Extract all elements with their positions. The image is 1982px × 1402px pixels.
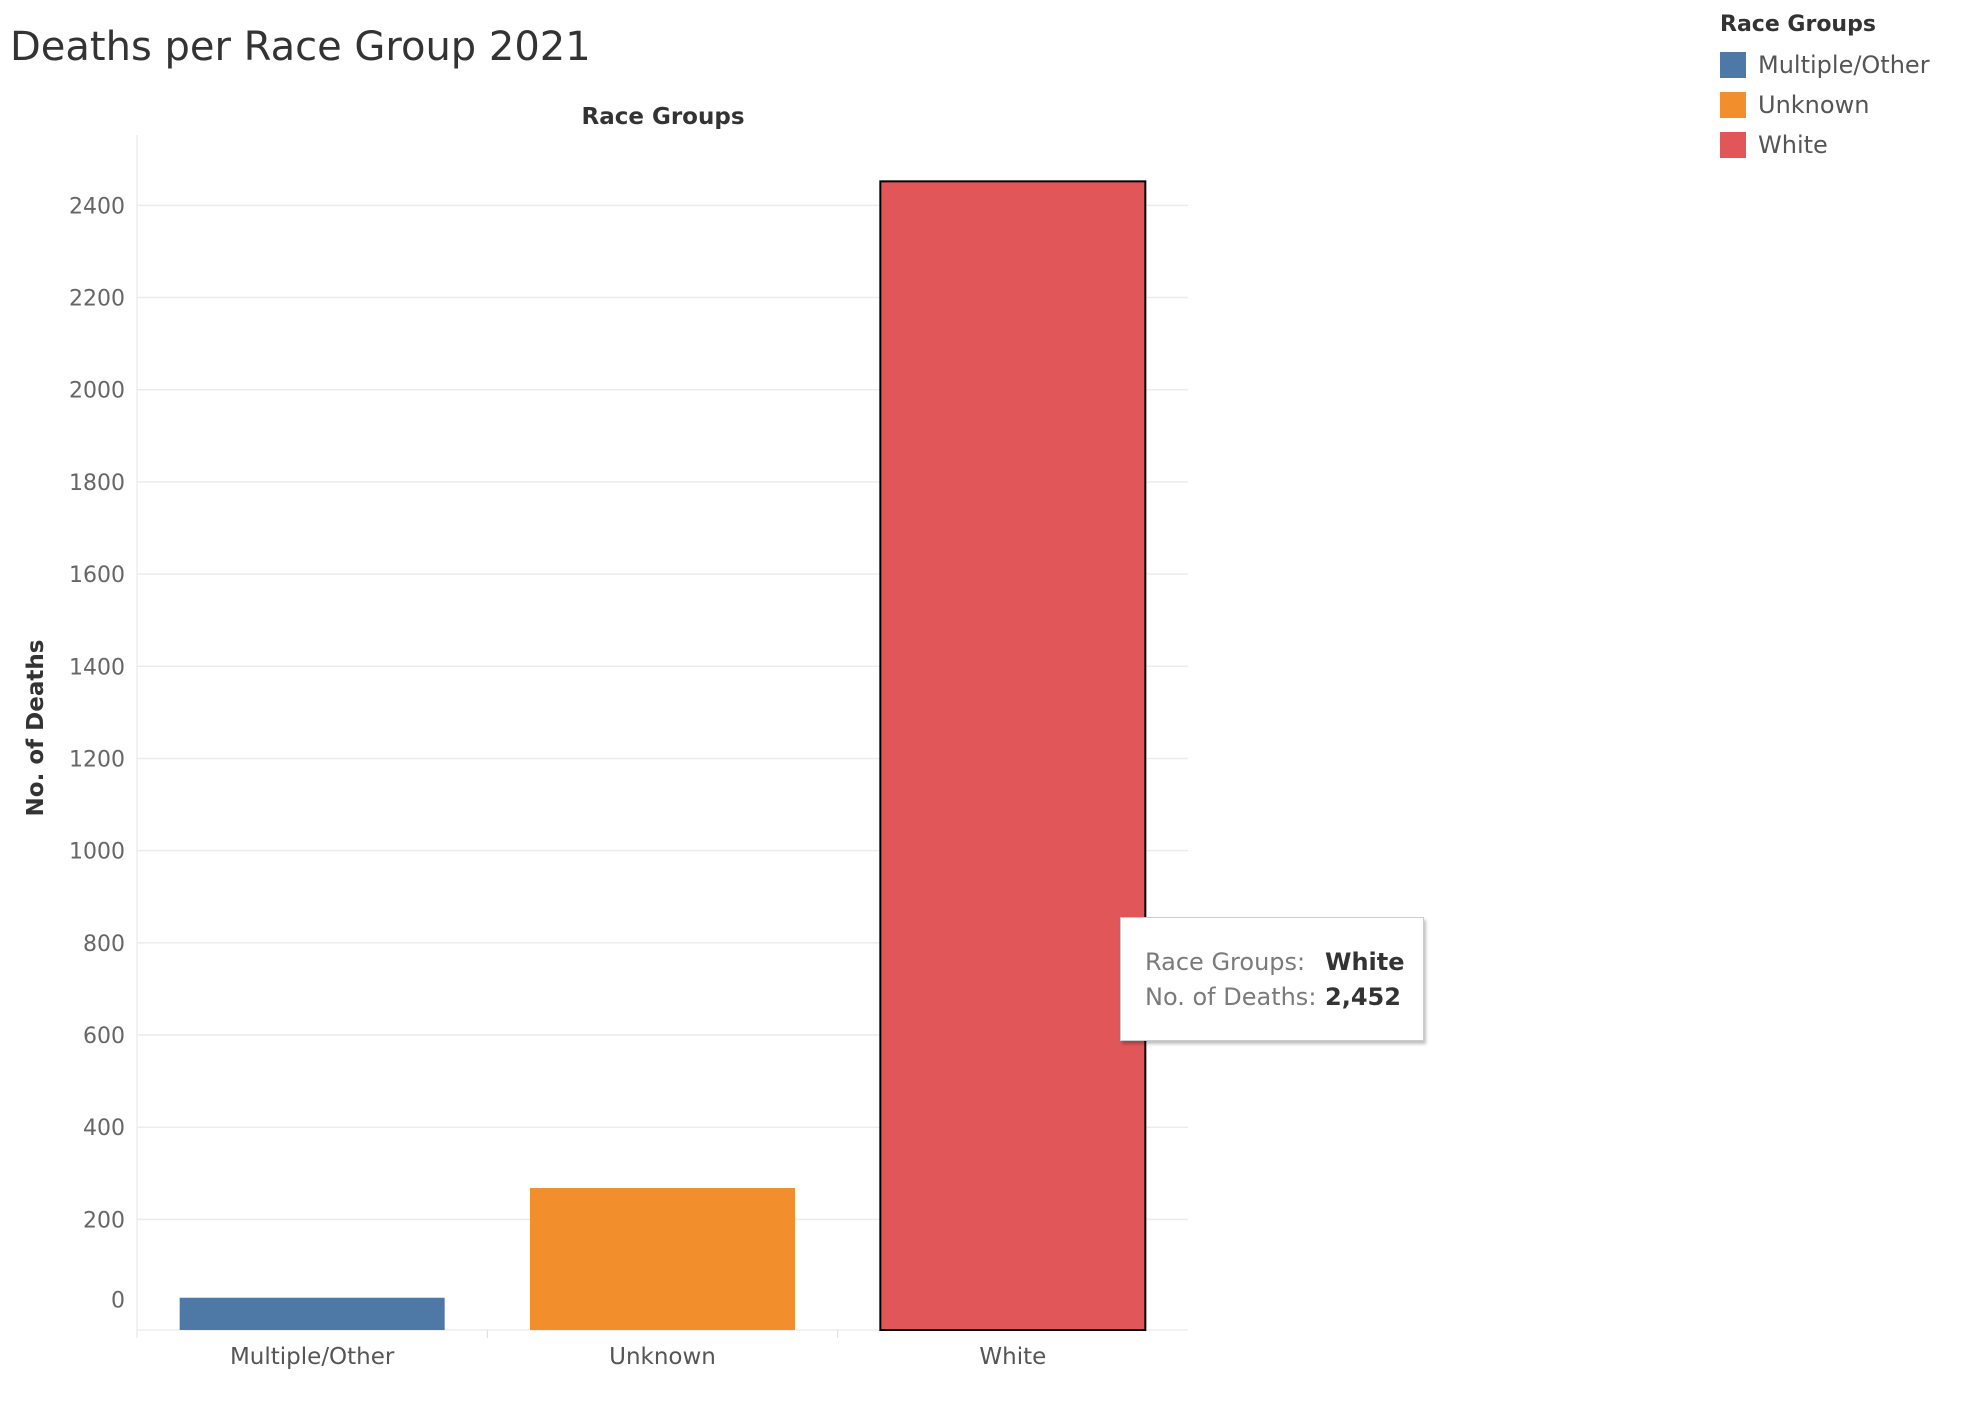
bar-multiple-other[interactable]	[179, 1297, 445, 1330]
x-axis-ticks: Multiple/Other Unknown White	[230, 1330, 1046, 1370]
legend-swatch	[1720, 52, 1746, 78]
bar-unknown[interactable]	[530, 1188, 795, 1330]
x-tick-label: White	[979, 1344, 1046, 1370]
y-tick-label: 1200	[69, 747, 125, 772]
tooltip-key: Race Groups:	[1145, 948, 1306, 976]
legend: Race Groups Multiple/Other Unknown White	[1720, 12, 1930, 165]
tooltip-value: 2,452	[1325, 983, 1401, 1011]
tooltip: Race Groups: White No. of Deaths: 2,452	[1120, 917, 1424, 1041]
tooltip-row-race-group: Race Groups: White	[1145, 948, 1405, 976]
y-tick-label: 600	[83, 1024, 125, 1049]
legend-swatch	[1720, 92, 1746, 118]
x-tick-label: Multiple/Other	[230, 1344, 395, 1370]
x-axis-label: Race Groups	[581, 104, 744, 130]
legend-label: White	[1758, 131, 1828, 159]
tooltip-value: White	[1325, 948, 1405, 976]
y-tick-label: 1600	[69, 563, 125, 588]
legend-label: Unknown	[1758, 91, 1870, 119]
legend-item-white[interactable]: White	[1720, 125, 1930, 165]
legend-item-unknown[interactable]: Unknown	[1720, 85, 1930, 125]
bar-white[interactable]	[879, 180, 1147, 1331]
y-tick-label: 1400	[69, 655, 125, 680]
y-tick-label: 800	[83, 932, 125, 957]
y-axis-ticks: 0 200 400 600 800 1000 1200 1400 1600 1800 2000 220…	[69, 194, 125, 1313]
y-tick-label: 2400	[69, 194, 125, 219]
legend-swatch	[1720, 132, 1746, 158]
y-tick-label: 1800	[69, 471, 125, 496]
legend-item-multiple-other[interactable]: Multiple/Other	[1720, 45, 1930, 85]
legend-title: Race Groups	[1720, 12, 1876, 37]
bars	[179, 180, 1147, 1331]
tooltip-row-deaths: No. of Deaths: 2,452	[1145, 983, 1401, 1011]
y-tick-label: 2200	[69, 287, 125, 312]
y-tick-label: 2000	[69, 379, 125, 404]
y-axis-label: No. of Deaths	[23, 640, 49, 817]
chart-title: Deaths per Race Group 2021	[10, 24, 591, 70]
x-tick-label: Unknown	[609, 1344, 716, 1370]
tooltip-key: No. of Deaths:	[1145, 983, 1317, 1011]
y-tick-label: 400	[83, 1116, 125, 1141]
y-tick-label: 1000	[69, 840, 125, 865]
legend-label: Multiple/Other	[1758, 51, 1930, 79]
y-tick-label: 0	[111, 1289, 125, 1314]
y-tick-label: 200	[83, 1208, 125, 1233]
